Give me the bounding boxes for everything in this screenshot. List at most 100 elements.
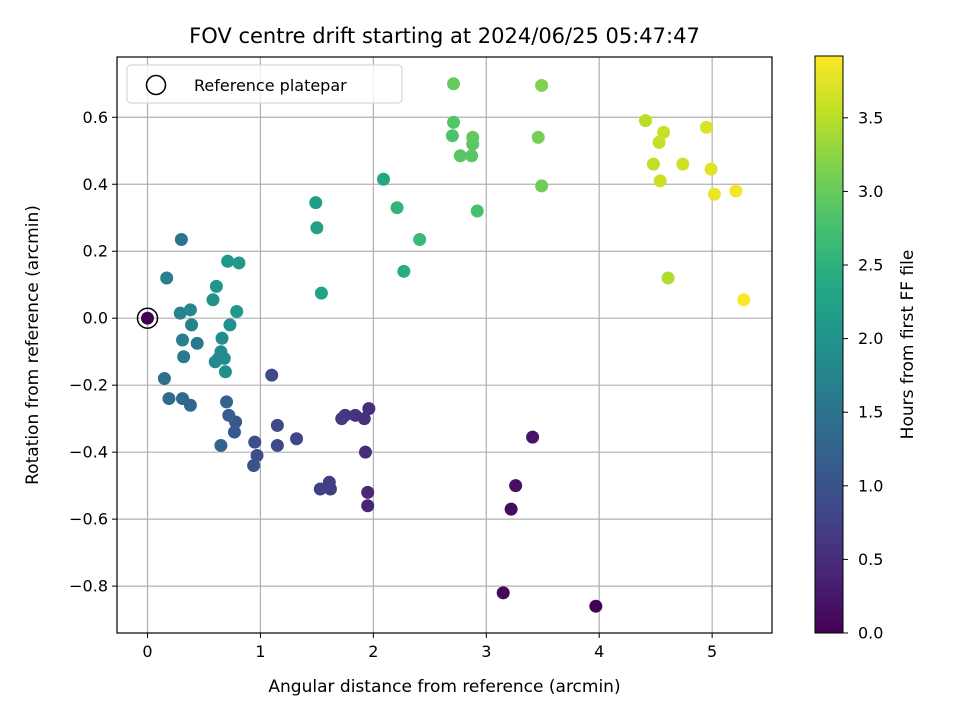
scatter-point	[445, 129, 459, 143]
y-tick-label: 0.6	[83, 108, 108, 127]
scatter-point	[185, 318, 199, 332]
scatter-point	[361, 499, 375, 513]
reference-fill-point	[140, 311, 154, 325]
scatter-point	[652, 135, 666, 149]
scatter-point	[661, 271, 675, 285]
scatter-point	[214, 438, 228, 452]
reference-marker	[136, 307, 159, 329]
y-tick-label: −0.4	[69, 443, 108, 462]
scatter-point	[361, 485, 375, 499]
legend: Reference platepar	[126, 64, 403, 104]
scatter-point	[183, 303, 197, 317]
scatter-point	[206, 293, 220, 307]
scatter-point	[250, 449, 264, 463]
scatter-point	[190, 336, 204, 350]
y-axis-ticks: −0.8 −0.6 −0.4 −0.2 0.0 0.2 0.4 0.6	[69, 108, 117, 596]
scatter-point	[466, 130, 480, 144]
scatter-point	[270, 418, 284, 432]
colorbar-tick-label: 1.0	[858, 476, 883, 495]
scatter-point	[465, 149, 479, 163]
scatter-point	[322, 475, 336, 489]
scatter-point	[377, 172, 391, 186]
scatter-point	[390, 201, 404, 215]
y-tick-label: −0.8	[69, 577, 108, 596]
scatter-point	[639, 114, 653, 128]
x-tick-label: 5	[707, 642, 717, 661]
scatter-point	[230, 305, 244, 319]
colorbar-tick-label: 2.5	[858, 256, 883, 275]
scatter-point	[653, 174, 667, 188]
x-tick-label: 2	[368, 642, 378, 661]
scatter-point	[227, 425, 241, 439]
scatter-point	[447, 77, 461, 91]
x-tick-label: 4	[594, 642, 604, 661]
colorbar-tick-label: 0.5	[858, 550, 883, 569]
colorbar-tick-label: 1.5	[858, 403, 883, 422]
colorbar-tick-label: 3.0	[858, 182, 883, 201]
scatter-point	[173, 306, 187, 320]
scatter-point	[531, 130, 545, 144]
scatter-point	[220, 395, 234, 409]
scatter-point	[176, 392, 189, 406]
plot-area	[117, 57, 772, 633]
y-axis-label: Rotation from reference (arcmin)	[23, 205, 43, 485]
colorbar-ticks: 0.0 0.5 1.0 1.5 2.0 2.5 3.0 3.5	[843, 108, 883, 643]
scatter-point	[657, 125, 671, 139]
y-tick-label: −0.2	[69, 376, 108, 395]
legend-label: Reference platepar	[194, 76, 347, 95]
colorbar-tick-label: 0.0	[858, 624, 883, 643]
x-tick-label: 1	[255, 642, 265, 661]
scatter-point	[217, 351, 231, 365]
scatter-point	[232, 256, 246, 270]
x-tick-label: 0	[142, 642, 152, 661]
scatter-point	[509, 479, 523, 493]
scatter-point	[222, 408, 236, 422]
scatter-point	[265, 368, 279, 382]
scatter-point	[209, 279, 223, 293]
scatter-point	[247, 459, 261, 473]
scatter-point	[676, 157, 690, 171]
legend-box	[126, 64, 403, 104]
x-axis-ticks: 0 1 2 3 4 5	[142, 633, 717, 661]
scatter-point	[218, 365, 232, 379]
scatter-point	[470, 204, 484, 218]
scatter-point	[453, 149, 467, 163]
scatter-point	[413, 233, 427, 247]
scatter-point	[496, 586, 510, 600]
y-tick-label: 0.0	[83, 309, 108, 328]
scatter-point	[176, 333, 189, 347]
scatter-point	[526, 430, 540, 444]
scatter-point	[535, 179, 549, 193]
scatter-point	[270, 438, 284, 452]
colorbar-tick-label: 2.0	[858, 329, 883, 348]
scatter-point	[309, 196, 323, 210]
y-tick-label: 0.2	[83, 242, 108, 261]
scatter-point	[174, 233, 188, 247]
scatter-point	[589, 599, 603, 613]
scatter-points	[157, 77, 751, 613]
scatter-point	[358, 445, 372, 459]
scatter-point	[221, 254, 235, 268]
scatter-point	[535, 78, 549, 92]
y-tick-label: −0.6	[69, 510, 108, 529]
colorbar-tick-label: 3.5	[858, 108, 883, 127]
scatter-point	[729, 184, 743, 198]
scatter-point	[223, 318, 237, 332]
scatter-point	[248, 435, 262, 449]
scatter-point	[160, 271, 174, 285]
scatter-point	[646, 157, 660, 171]
colorbar	[814, 55, 844, 634]
scatter-point	[162, 392, 176, 406]
y-tick-label: 0.4	[83, 175, 108, 194]
scatter-point	[335, 412, 349, 426]
scatter-point	[504, 502, 518, 516]
x-tick-label: 3	[481, 642, 491, 661]
chart-title: FOV centre drift starting at 2024/06/25 …	[189, 24, 700, 48]
scatter-point	[314, 286, 328, 300]
scatter-point	[290, 432, 304, 446]
scatter-point	[737, 293, 751, 307]
scatter-point	[177, 350, 191, 364]
scatter-point	[397, 264, 411, 278]
scatter-point	[704, 162, 718, 176]
